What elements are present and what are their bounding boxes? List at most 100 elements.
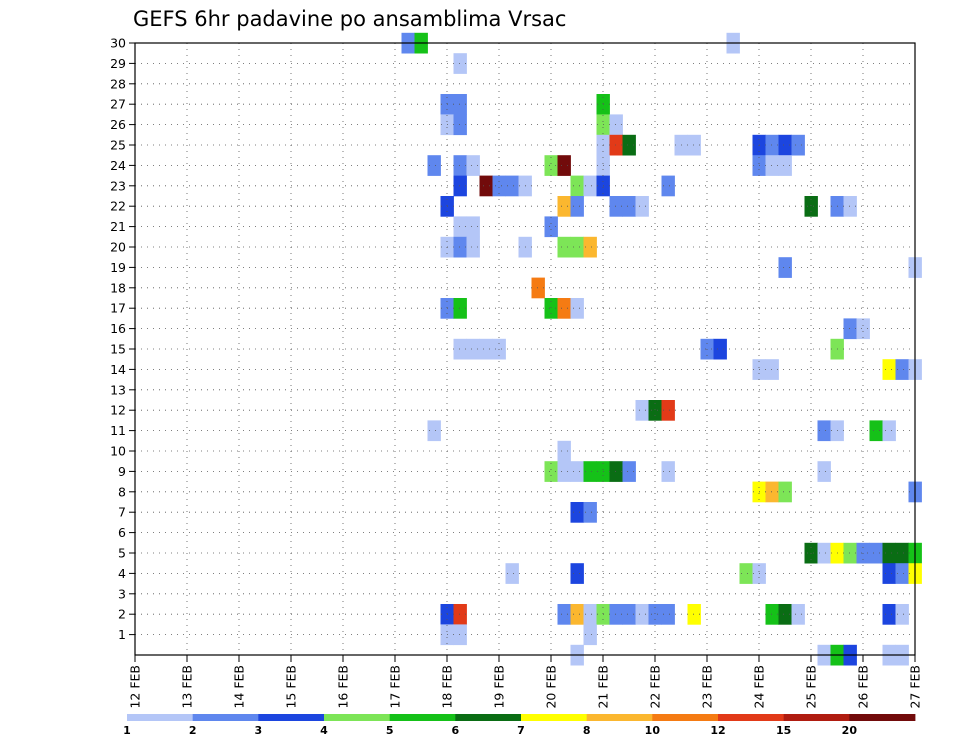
heatmap-cell: [557, 236, 571, 258]
colorbar-swatch: [718, 714, 785, 721]
heatmap-cell: [570, 502, 584, 523]
heatmap-cell: [687, 604, 701, 625]
heatmap-cell: [635, 400, 649, 421]
colorbar-label: 10: [645, 724, 661, 737]
heatmap-cell: [453, 114, 467, 136]
heatmap-cell: [544, 298, 558, 319]
y-tick-label: 22: [110, 199, 126, 214]
heatmap-cell: [869, 542, 883, 564]
colorbar-label: 20: [842, 724, 858, 737]
heatmap-cell: [765, 155, 779, 176]
colorbar-swatch: [455, 714, 522, 721]
heatmap-cell: [453, 94, 467, 115]
x-tick-label: 21 FEB: [596, 665, 611, 709]
y-tick-label: 25: [110, 138, 126, 153]
heatmap-cell: [635, 604, 649, 625]
heatmap-cell: [778, 155, 792, 176]
heatmap-cell: [778, 481, 792, 503]
heatmap-cell: [622, 196, 636, 217]
heatmap-cell: [453, 236, 467, 258]
heatmap-cell: [882, 420, 896, 442]
heatmap-cell: [895, 563, 909, 584]
x-tick-label: 23 FEB: [700, 665, 715, 709]
colorbar-swatch: [586, 714, 653, 721]
y-tick-label: 3: [118, 586, 126, 601]
heatmap-cell: [713, 338, 727, 360]
heatmap-cell: [817, 461, 831, 482]
y-tick-label: 26: [110, 117, 126, 132]
heatmap-cell: [570, 196, 584, 217]
heatmap-cell: [453, 624, 467, 646]
heatmap-cell: [635, 196, 649, 217]
y-tick-label: 13: [110, 382, 126, 397]
colorbar-swatch: [192, 714, 259, 721]
heatmap-cell: [804, 196, 818, 217]
heatmap-cell: [466, 236, 480, 258]
y-tick-label: 1: [118, 627, 126, 642]
y-tick-label: 4: [118, 566, 126, 581]
heatmap-cell: [427, 155, 441, 176]
heatmap-cell: [492, 175, 506, 197]
y-tick-label: 30: [110, 36, 126, 51]
colorbar-legend: 1 2 3 4 5 6 7 8 10 12 15 20: [123, 714, 916, 737]
x-tick-label: 15 FEB: [284, 665, 299, 709]
heatmap-cell: [661, 400, 675, 421]
heatmap-cell: [609, 196, 623, 217]
heatmap-cell: [453, 604, 467, 625]
y-tick-label: 29: [110, 56, 126, 71]
colorbar-label: 6: [452, 724, 460, 737]
x-tick-label: 19 FEB: [492, 665, 507, 709]
heatmap-cell: [583, 604, 597, 625]
y-tick-label: 12: [110, 403, 126, 418]
heatmap-cell: [817, 420, 831, 442]
heatmap-cell: [739, 563, 753, 584]
y-tick-label: 19: [110, 260, 126, 275]
x-tick-label: 22 FEB: [648, 665, 663, 709]
x-tick-label: 18 FEB: [440, 665, 455, 709]
heatmap-cell: [622, 461, 636, 482]
heatmap-cell: [622, 134, 636, 156]
colorbar-label: 2: [189, 724, 197, 737]
colorbar-swatch: [258, 714, 325, 721]
heatmap-cell: [583, 236, 597, 258]
colorbar-label: 3: [255, 724, 263, 737]
heatmap-cell: [453, 298, 467, 319]
heatmap-cell: [817, 542, 831, 564]
heatmap-cell: [453, 175, 467, 197]
heatmap-cell: [583, 461, 597, 482]
heatmap-cell: [882, 359, 896, 380]
heatmap-cell: [453, 338, 467, 360]
heatmap-cell: [453, 155, 467, 176]
colorbar-swatch: [783, 714, 850, 721]
heatmap-cell: [765, 604, 779, 625]
heatmap-cell: [765, 359, 779, 380]
heatmap-cell: [531, 277, 545, 299]
heatmap-cell: [778, 134, 792, 156]
y-tick-label: 6: [118, 525, 126, 540]
heatmap-cell: [687, 134, 701, 156]
colorbar-label: 7: [517, 724, 525, 737]
heatmap-cell: [609, 114, 623, 136]
heatmap-cell: [466, 155, 480, 176]
y-tick-label: 9: [118, 464, 126, 479]
heatmap-cell: [570, 236, 584, 258]
colorbar-label: 5: [386, 724, 394, 737]
y-tick-label: 8: [118, 484, 126, 499]
heatmap-cell: [583, 175, 597, 197]
colorbar-label: 15: [776, 724, 791, 737]
y-tick-label: 17: [110, 301, 126, 316]
heatmap-cell: [505, 175, 519, 197]
data-cells: [401, 32, 922, 666]
heatmap-cell: [648, 604, 662, 625]
heatmap-cell: [453, 53, 467, 74]
x-tick-label: 27 FEB: [908, 665, 923, 709]
heatmap-cell: [843, 196, 857, 217]
heatmap-cell: [505, 563, 519, 584]
heatmap-cell: [843, 318, 857, 340]
heatmap-cell: [583, 624, 597, 646]
heatmap-cell: [609, 461, 623, 482]
heatmap-cell: [661, 175, 675, 197]
heatmap-cell: [466, 338, 480, 360]
y-tick-label: 15: [110, 342, 126, 357]
y-tick-label: 23: [110, 178, 126, 193]
